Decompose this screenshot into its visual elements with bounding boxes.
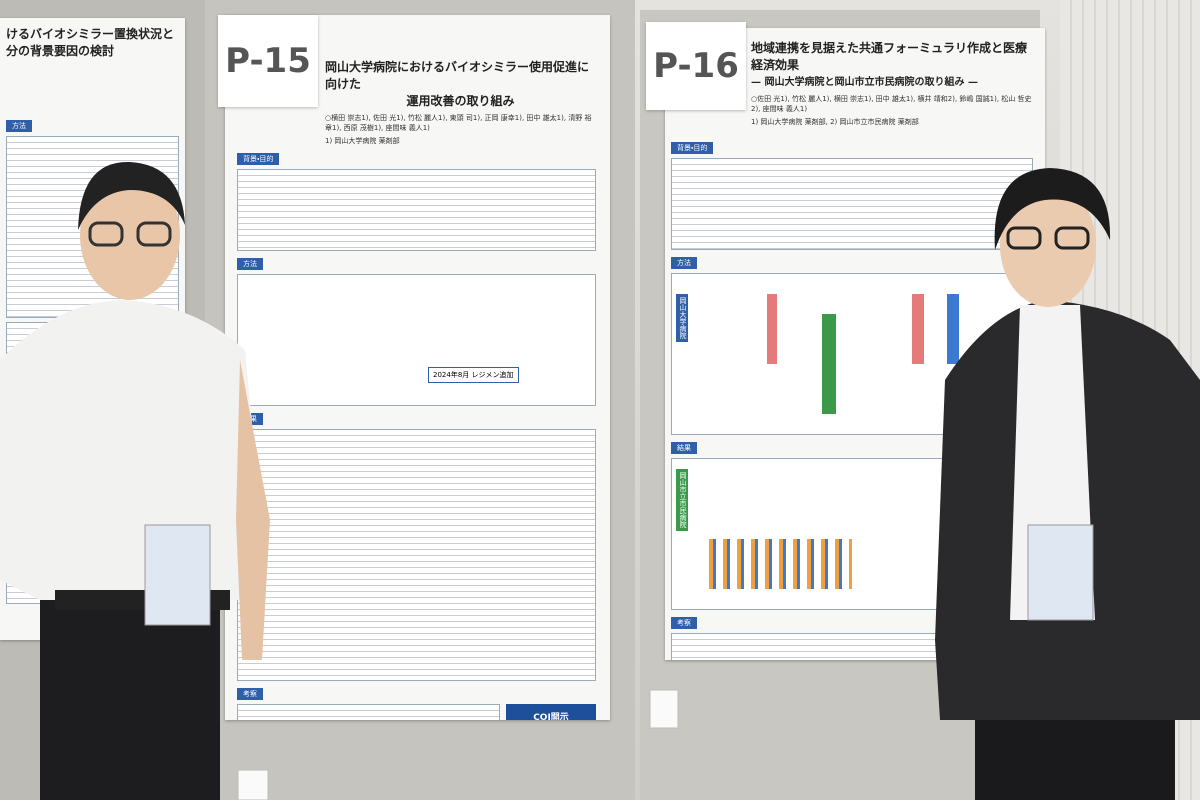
face	[1000, 183, 1096, 307]
text-block	[237, 704, 500, 720]
poster-title: 岡山大学病院におけるバイオシミラー使用促進に向けた	[325, 60, 590, 91]
affiliation: 1) 岡山大学病院 薬剤部, 2) 岡山市立市民病院 薬剤部	[751, 118, 919, 126]
side-label: 岡山市立市民病院	[676, 469, 688, 531]
glasses	[1054, 226, 1090, 250]
left-person	[0, 161, 270, 800]
poster-number: P-16	[646, 22, 746, 110]
chart-graphic	[702, 539, 852, 589]
bar-graphic	[822, 314, 836, 414]
text-block	[237, 169, 596, 251]
paper-cup	[649, 689, 679, 729]
glasses	[1006, 226, 1042, 250]
section-heading: 背景・目的	[671, 142, 714, 154]
section-heading: 方法	[237, 258, 263, 270]
authors: ○横田 崇志1), 佐田 光1), 竹松 麗人1), 東頭 司1), 正岡 康幸…	[325, 114, 592, 132]
poster-p15: 岡山大学病院におけるバイオシミラー使用促進に向けた 運用改善の取り組み ○横田 …	[225, 15, 610, 720]
section-heading: 考察	[237, 688, 263, 700]
poster-subtitle: — 岡山大学病院と岡山市立市民病院の取り組み —	[751, 77, 978, 88]
poster-number: P-15	[218, 15, 318, 107]
arm	[236, 360, 270, 660]
section-heading: 考察	[671, 617, 697, 629]
glasses	[88, 221, 124, 247]
bar-graphic	[947, 294, 959, 364]
face	[80, 170, 180, 300]
figure-block: 2024年8月 レジメン追加	[237, 274, 596, 406]
side-label: 岡山大学病院	[676, 294, 688, 342]
poster-title: 地域連携を見据えた共通フォーミュラリ作成と医療経済効果	[751, 41, 1028, 72]
shirt	[0, 300, 265, 600]
bar-graphic	[912, 294, 924, 364]
paper-cup	[237, 769, 269, 800]
right-person	[935, 168, 1200, 800]
section-heading: 結果	[671, 442, 697, 454]
bar-graphic	[767, 294, 777, 364]
result-block	[237, 429, 596, 681]
badge: 2024年8月 レジメン追加	[428, 367, 519, 383]
poster-title: 分の背景要因の検討	[6, 44, 115, 58]
affiliation: 1) 岡山大学病院 薬剤部	[325, 137, 400, 145]
glasses	[136, 221, 172, 247]
poster-title: 運用改善の取り組み	[406, 94, 515, 108]
section-heading: 方法	[671, 257, 697, 269]
section-heading: 背景・目的	[237, 153, 280, 165]
coi-box: COI開示	[506, 704, 596, 720]
authors: ○佐田 光1), 竹松 麗人1), 横田 崇志1), 田中 雄太1), 横井 靖…	[751, 95, 1032, 113]
hair	[994, 168, 1111, 250]
text-block	[671, 158, 1033, 250]
hair	[78, 161, 185, 230]
name-badge	[144, 524, 211, 626]
name-badge	[1027, 524, 1094, 621]
section-heading: 方法	[6, 120, 32, 132]
poster-title: けるバイオシミラー置換状況と	[6, 27, 175, 41]
